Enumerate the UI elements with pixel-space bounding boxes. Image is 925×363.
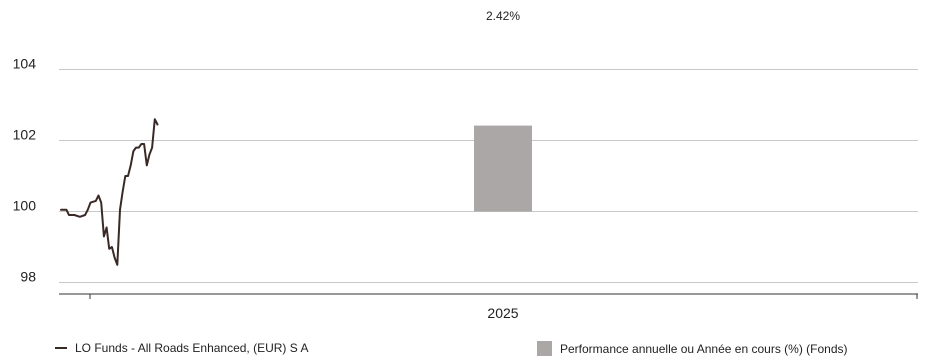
- legend-bar-label: Performance annuelle ou Année en cours (…: [560, 341, 848, 356]
- y-tick-label: 104: [13, 56, 37, 72]
- y-tick-label: 98: [20, 269, 36, 285]
- legend-bar-swatch: [537, 341, 552, 356]
- legend-line-series: LO Funds - All Roads Enhanced, (EUR) S A: [55, 341, 308, 355]
- legend-line-label: LO Funds - All Roads Enhanced, (EUR) S A: [75, 341, 309, 355]
- series-line: [60, 118, 159, 266]
- bar-data-label: 2.42%: [486, 9, 520, 23]
- legend-line-swatch: [55, 347, 67, 349]
- x-category-label: 2025: [487, 305, 518, 321]
- y-tick-label: 100: [13, 198, 37, 214]
- legend-bar-series: Performance annuelle ou Année en cours (…: [537, 341, 848, 356]
- bar: [474, 125, 532, 212]
- y-tick-label: 102: [13, 127, 37, 143]
